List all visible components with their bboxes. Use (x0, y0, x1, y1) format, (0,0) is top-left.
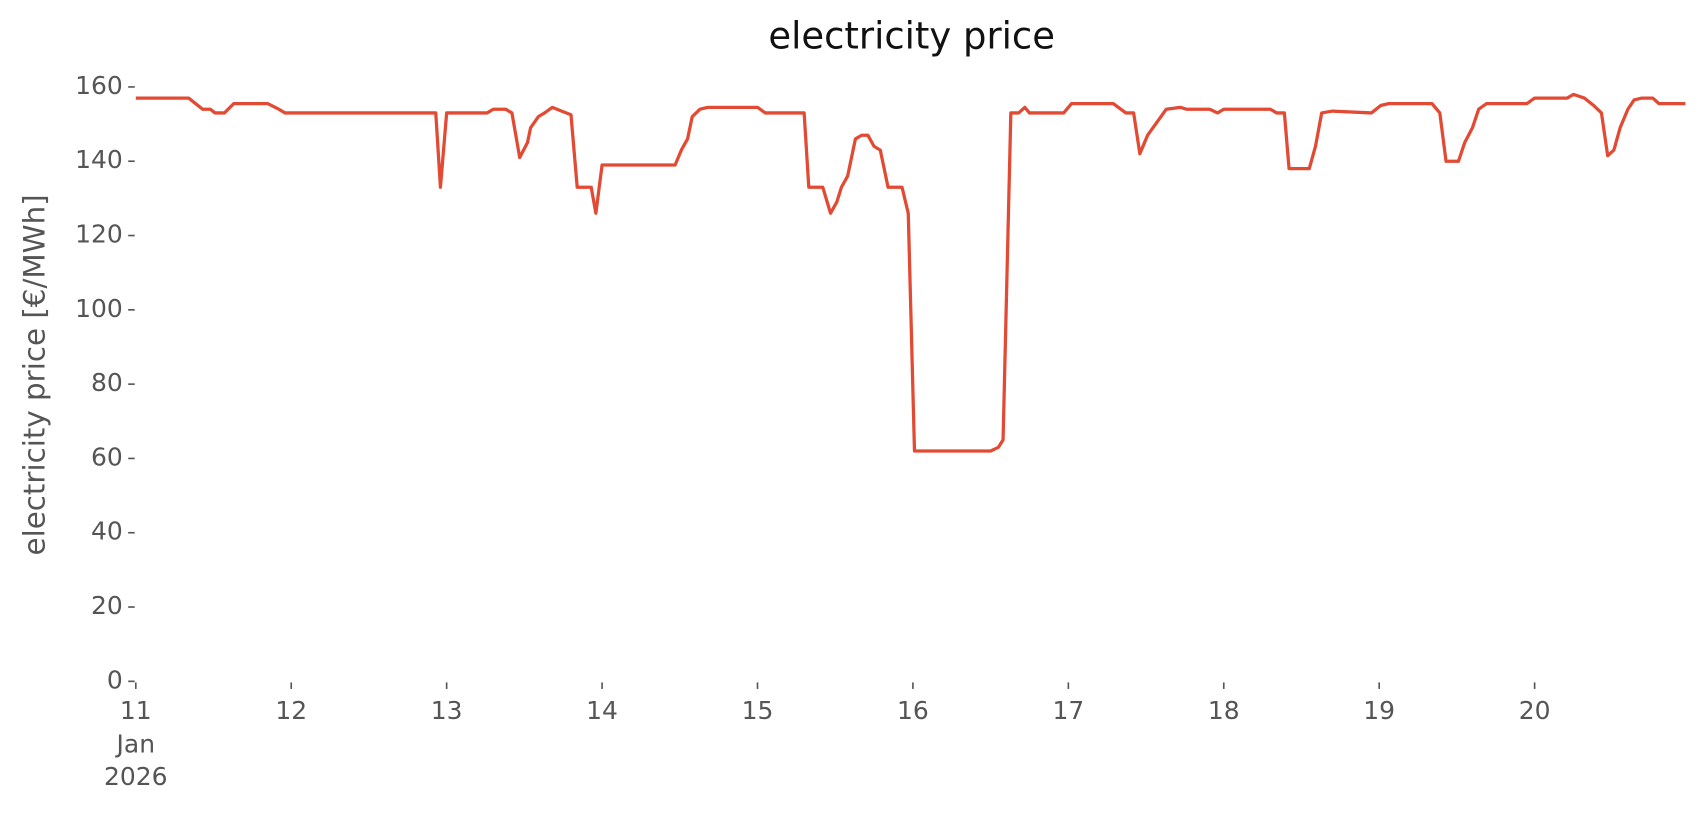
chart-title: electricity price (768, 15, 1055, 58)
x-tick-sublabel: 2026 (104, 762, 168, 791)
y-tick-label: 60 (91, 442, 123, 471)
x-tick-label: 11 (120, 696, 152, 725)
x-tick-label: 17 (1052, 696, 1084, 725)
price-line (135, 92, 1686, 453)
x-tick-label: 20 (1519, 696, 1551, 725)
y-tick-label: 140 (75, 145, 123, 174)
x-tick-label: 14 (586, 696, 618, 725)
x-tick-label: 13 (431, 696, 463, 725)
x-tick-label: 18 (1208, 696, 1240, 725)
x-tick-label: 15 (742, 696, 774, 725)
y-tick-label: 80 (91, 368, 123, 397)
y-tick-label: 160 (75, 71, 123, 100)
y-tick-label: 40 (91, 517, 123, 546)
x-tick-label: 12 (275, 696, 307, 725)
y-tick-label: 0 (107, 665, 123, 694)
x-tick-sublabel: Jan (115, 729, 156, 758)
y-tick-label: 20 (91, 591, 123, 620)
x-tick-label: 19 (1363, 696, 1395, 725)
x-tick-label: 16 (897, 696, 929, 725)
y-tick-label: 120 (75, 220, 123, 249)
y-tick-label: 100 (75, 294, 123, 323)
y-axis-label: electricity price [€/MWh] (17, 194, 51, 555)
